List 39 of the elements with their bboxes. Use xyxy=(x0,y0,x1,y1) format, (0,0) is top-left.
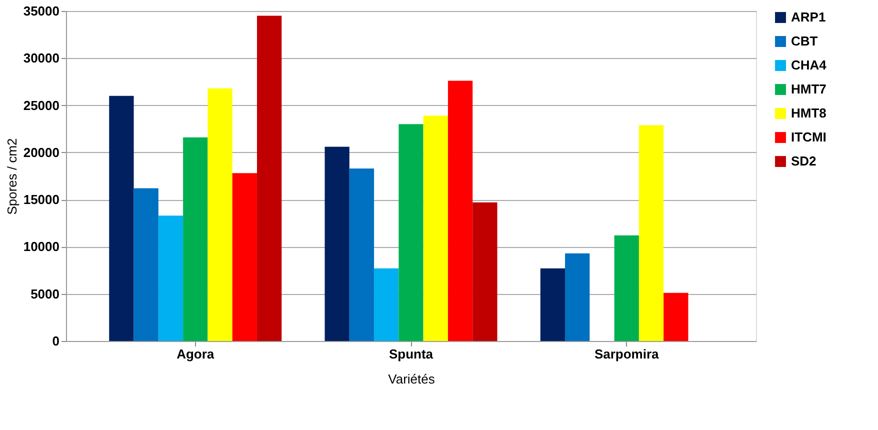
x-axis-title: Variétés xyxy=(388,372,436,386)
x-tick-label: Spunta xyxy=(388,346,434,362)
bar xyxy=(540,268,566,341)
bar xyxy=(374,268,399,341)
y-tick-label: 15000 xyxy=(23,192,60,208)
bar xyxy=(349,168,374,341)
bar xyxy=(423,116,448,341)
y-axis-title: Spores / cm2 xyxy=(4,138,20,215)
bar xyxy=(208,88,232,341)
bar xyxy=(158,216,184,341)
legend-label: SD2 xyxy=(791,154,816,168)
bar xyxy=(134,188,158,341)
x-tick-label: Sarpomira xyxy=(594,346,660,362)
y-tick-label: 10000 xyxy=(23,239,60,254)
bar xyxy=(565,253,590,341)
legend-label: CBT xyxy=(791,34,818,48)
legend-label: ARP1 xyxy=(791,10,826,24)
x-tick-label: Agora xyxy=(176,346,215,362)
legend-label: ITCMI xyxy=(791,130,826,144)
y-tick-label: 0 xyxy=(52,334,60,348)
y-tick-label: 30000 xyxy=(23,50,60,66)
y-tick-label: 25000 xyxy=(23,98,60,113)
bar xyxy=(232,173,257,341)
y-tick-label: 20000 xyxy=(23,144,60,160)
bar xyxy=(183,137,208,341)
bar xyxy=(472,202,498,341)
legend-label: HMT8 xyxy=(791,106,826,120)
y-tick-label: 5000 xyxy=(30,286,60,302)
bar xyxy=(614,235,639,341)
legend-label: HMT7 xyxy=(791,82,826,96)
y-tick-label: 35000 xyxy=(23,4,60,18)
bar xyxy=(109,96,134,341)
bar xyxy=(664,292,688,341)
bar xyxy=(398,124,424,341)
legend-label: CHA4 xyxy=(791,58,828,72)
bar xyxy=(638,125,664,341)
bar xyxy=(256,16,282,341)
bar xyxy=(448,80,473,341)
bar xyxy=(324,146,350,341)
